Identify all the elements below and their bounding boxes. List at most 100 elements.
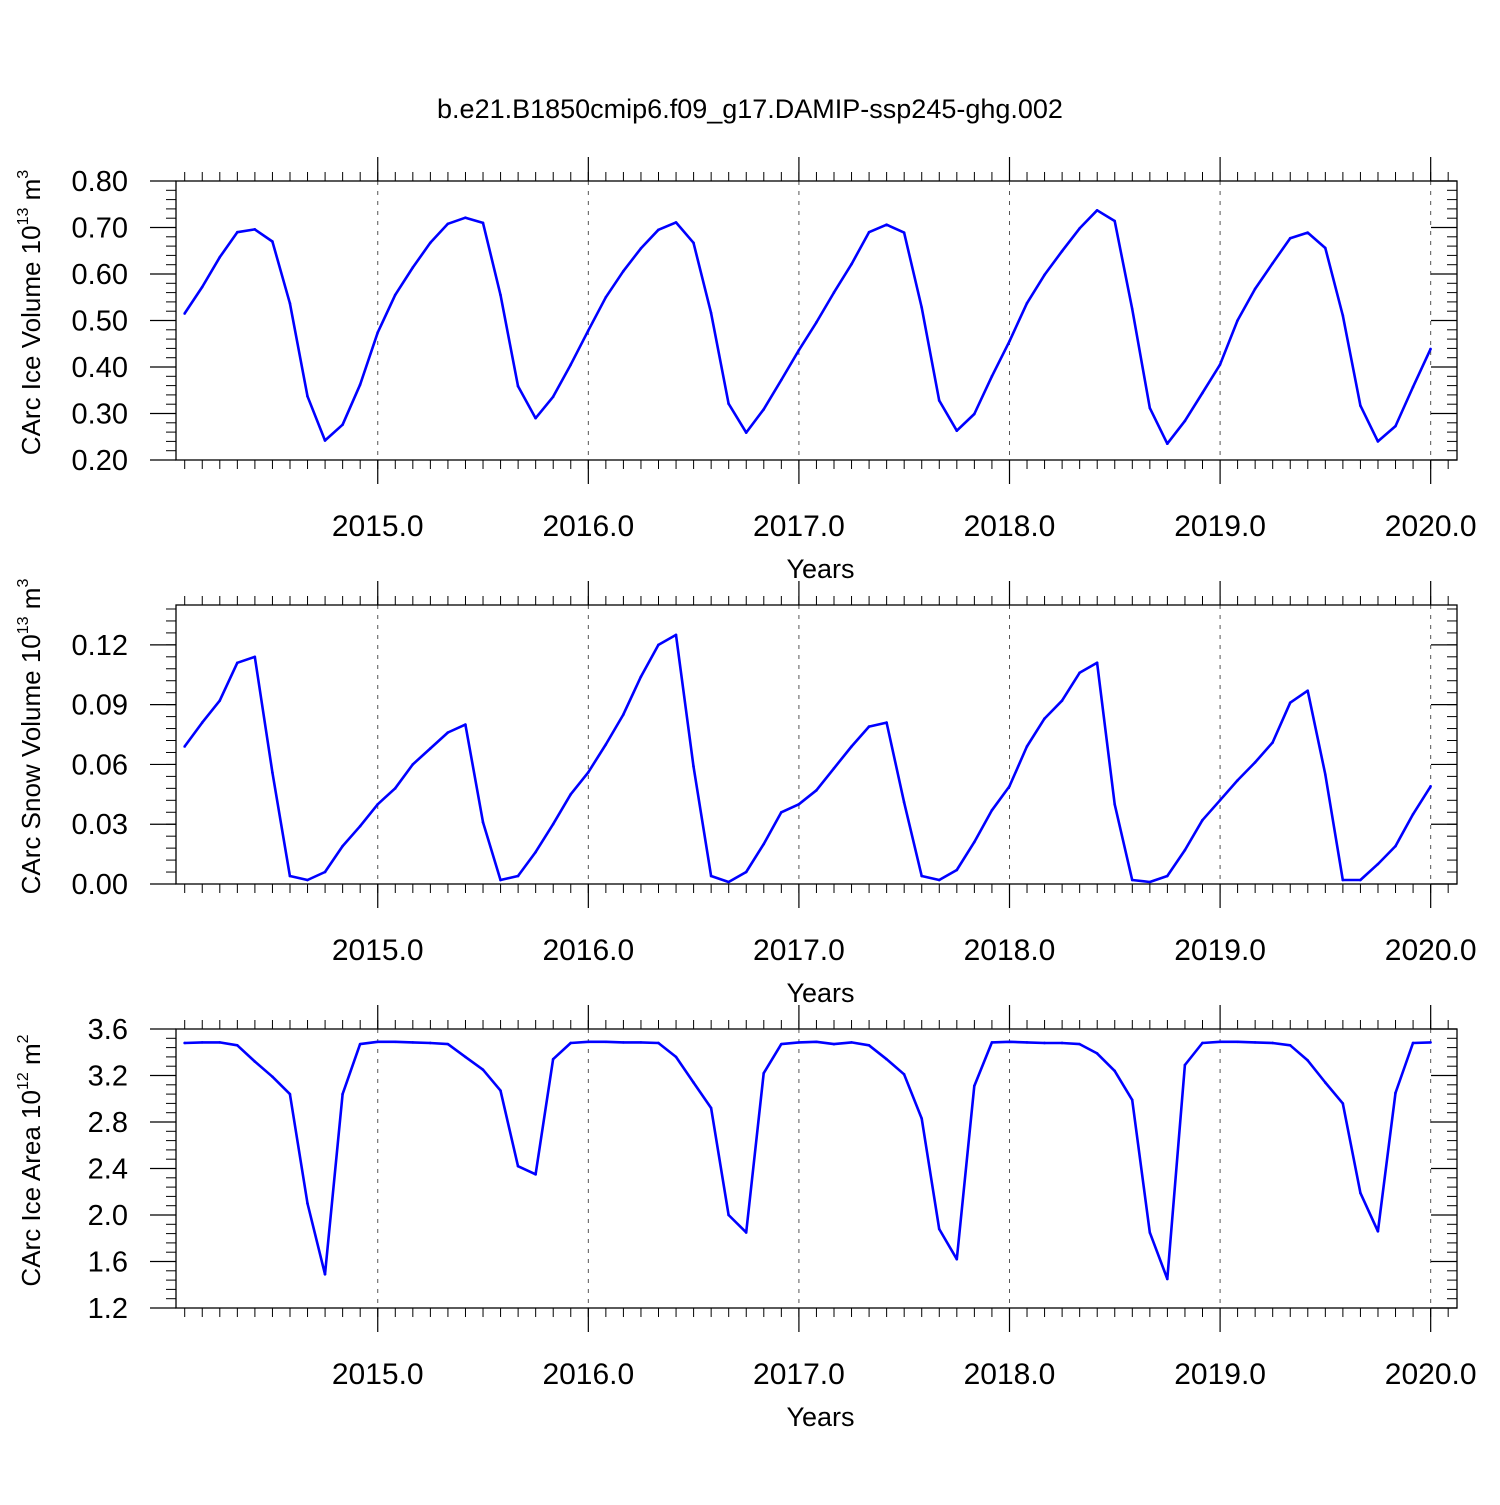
data-point — [937, 399, 941, 402]
y-tick-label: 0.70 — [72, 213, 128, 245]
y-label-unit: m — [16, 1043, 46, 1072]
y-tick-label: 0.03 — [72, 809, 128, 841]
data-point — [235, 661, 239, 665]
data-point — [902, 231, 906, 234]
data-point — [674, 633, 678, 637]
data-point — [1253, 287, 1257, 291]
y-tick-label: 0.09 — [72, 690, 128, 722]
x-tick-label: 2017.0 — [753, 510, 845, 543]
data-point — [692, 241, 695, 245]
x-axis-label: Years — [786, 554, 854, 584]
data-point — [235, 230, 239, 234]
data-point — [727, 1213, 730, 1217]
data-point — [376, 802, 379, 806]
data-point — [1078, 1042, 1081, 1046]
data-point — [569, 1041, 572, 1045]
y-tick-label: 1.2 — [88, 1293, 128, 1325]
data-point — [973, 840, 976, 844]
data-point — [376, 1040, 379, 1044]
data-point — [534, 1173, 537, 1176]
data-point — [955, 868, 959, 872]
data-point — [1218, 363, 1222, 366]
y-tick-label: 0.00 — [72, 869, 128, 901]
data-point — [481, 1068, 485, 1071]
data-point — [1411, 385, 1415, 389]
data-point — [1113, 1069, 1116, 1073]
data-point — [1341, 314, 1345, 317]
data-point — [990, 375, 994, 378]
data-point — [937, 1227, 941, 1231]
data-point — [183, 745, 186, 748]
data-point — [1166, 874, 1169, 878]
data-point — [1130, 878, 1134, 882]
y-axis-label: CArc Ice Area 1012 m2 — [15, 1034, 46, 1286]
data-point — [253, 228, 257, 231]
data-point — [1218, 1040, 1222, 1044]
data-point — [727, 402, 730, 406]
y-tick-label: 3.2 — [88, 1061, 128, 1093]
data-point — [411, 763, 415, 766]
y-label-text: CArc Ice Volume 10 — [16, 225, 46, 455]
data-point — [1025, 1041, 1029, 1044]
data-point — [586, 329, 590, 333]
data-point — [446, 731, 450, 734]
data-point — [271, 1075, 274, 1078]
data-point — [1411, 812, 1415, 816]
data-point — [1253, 761, 1257, 764]
data-point — [464, 216, 467, 220]
data-point — [1236, 779, 1239, 782]
data-point — [1288, 236, 1292, 240]
data-point — [341, 1092, 344, 1096]
data-point — [709, 874, 713, 878]
data-point — [534, 850, 537, 854]
data-point — [464, 1055, 467, 1059]
data-point — [674, 1055, 678, 1059]
y-tick-label: 0.50 — [72, 306, 128, 338]
data-point — [1166, 1277, 1169, 1281]
data-point — [288, 874, 292, 878]
data-point — [902, 800, 906, 804]
data-point — [639, 675, 643, 679]
data-point — [920, 306, 923, 309]
data-point — [744, 431, 748, 434]
y-tick-label: 0.30 — [72, 399, 128, 431]
y-tick-label: 2.4 — [88, 1154, 128, 1186]
data-point — [832, 291, 836, 294]
data-point — [1183, 1063, 1187, 1067]
data-point — [1078, 227, 1081, 230]
data-point — [1341, 1102, 1345, 1105]
data-point — [1060, 1041, 1064, 1045]
chart-panels: 2015.0 2016.0 2017.0 2018.0 2019.0 2020.0 0.20… — [15, 157, 1477, 1432]
data-point — [1113, 219, 1116, 223]
data-point — [1306, 1059, 1310, 1062]
data-point — [253, 1060, 257, 1063]
y-tick-label: 0.80 — [72, 166, 128, 198]
data-point — [762, 1071, 766, 1075]
y-label-exponent: 12 — [15, 1072, 32, 1090]
data-point — [499, 1089, 502, 1092]
data-point — [815, 789, 818, 792]
data-point — [1323, 773, 1327, 776]
data-point — [393, 293, 397, 297]
data-point — [1183, 419, 1187, 423]
data-point — [622, 1041, 625, 1044]
data-point — [973, 1084, 976, 1088]
data-point — [218, 699, 222, 702]
data-point — [657, 1041, 660, 1045]
data-point — [1271, 262, 1274, 265]
x-tick-label: 2015.0 — [332, 510, 424, 543]
data-point — [1166, 442, 1169, 446]
data-point — [429, 747, 432, 750]
data-point — [253, 655, 257, 659]
data-point — [920, 1117, 923, 1120]
y-label-unit: m — [16, 179, 46, 208]
data-point — [1236, 1040, 1239, 1044]
data-point — [779, 378, 783, 382]
data-point — [797, 802, 801, 806]
chart-panel-3: 2015.0 2016.0 2017.0 2018.0 2019.0 2020.0 1.2 1… — [15, 1005, 1477, 1432]
x-tick-label: 2017.0 — [753, 934, 845, 967]
data-point — [1376, 440, 1380, 443]
data-point — [306, 394, 309, 398]
data-point — [1043, 273, 1046, 277]
